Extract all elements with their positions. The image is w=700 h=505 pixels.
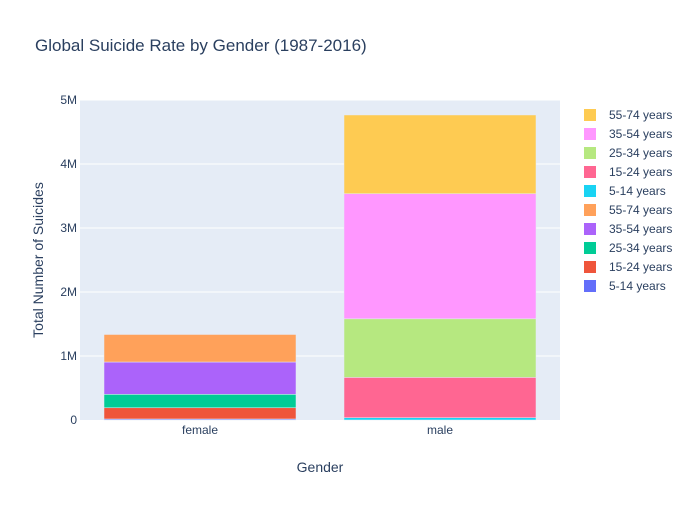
legend-label: 35-54 years <box>609 127 672 141</box>
x-axis-ticks: female male <box>182 423 453 437</box>
legend-swatch <box>584 128 596 140</box>
legend-swatch <box>584 261 596 273</box>
bar-segment <box>103 361 297 395</box>
bar-segment <box>343 377 537 418</box>
legend: 55-74 years 35-54 years 25-34 years 15-24 y… <box>584 108 672 293</box>
y-tick-label: 0 <box>70 413 77 427</box>
x-tick-label: female <box>182 423 218 437</box>
y-tick-label: 3M <box>60 221 77 235</box>
legend-label: 55-74 years <box>609 108 672 122</box>
x-tick-label: male <box>427 423 453 437</box>
y-tick-label: 1M <box>60 349 77 363</box>
bar-segment <box>103 394 297 409</box>
legend-label: 15-24 years <box>609 165 672 179</box>
chart-title: Global Suicide Rate by Gender (1987-2016… <box>35 36 367 55</box>
legend-swatch <box>584 109 596 121</box>
bar-segment <box>103 407 297 420</box>
bars <box>103 114 537 421</box>
legend-swatch <box>584 166 596 178</box>
legend-label: 15-24 years <box>609 260 672 274</box>
legend-label: 5-14 years <box>609 184 666 198</box>
legend-swatch <box>584 242 596 254</box>
legend-label: 5-14 years <box>609 279 666 293</box>
legend-label: 55-74 years <box>609 203 672 217</box>
legend-label: 25-34 years <box>609 241 672 255</box>
legend-swatch <box>584 223 596 235</box>
bar-segment <box>103 334 297 363</box>
bar-segment <box>343 417 537 421</box>
y-axis-ticks: 0 1M 2M 3M 4M 5M <box>60 93 77 427</box>
bar-segment <box>343 193 537 320</box>
legend-label: 35-54 years <box>609 222 672 236</box>
legend-swatch <box>584 280 596 292</box>
legend-swatch <box>584 204 596 216</box>
legend-swatch <box>584 147 596 159</box>
x-axis-title: Gender <box>297 459 344 475</box>
y-axis-title: Total Number of Suicides <box>30 182 46 338</box>
legend-label: 25-34 years <box>609 146 672 160</box>
y-tick-label: 4M <box>60 157 77 171</box>
bar-segment <box>343 114 537 194</box>
y-tick-label: 5M <box>60 93 77 107</box>
legend-swatch <box>584 185 596 197</box>
y-tick-label: 2M <box>60 285 77 299</box>
bar-segment <box>343 318 537 378</box>
